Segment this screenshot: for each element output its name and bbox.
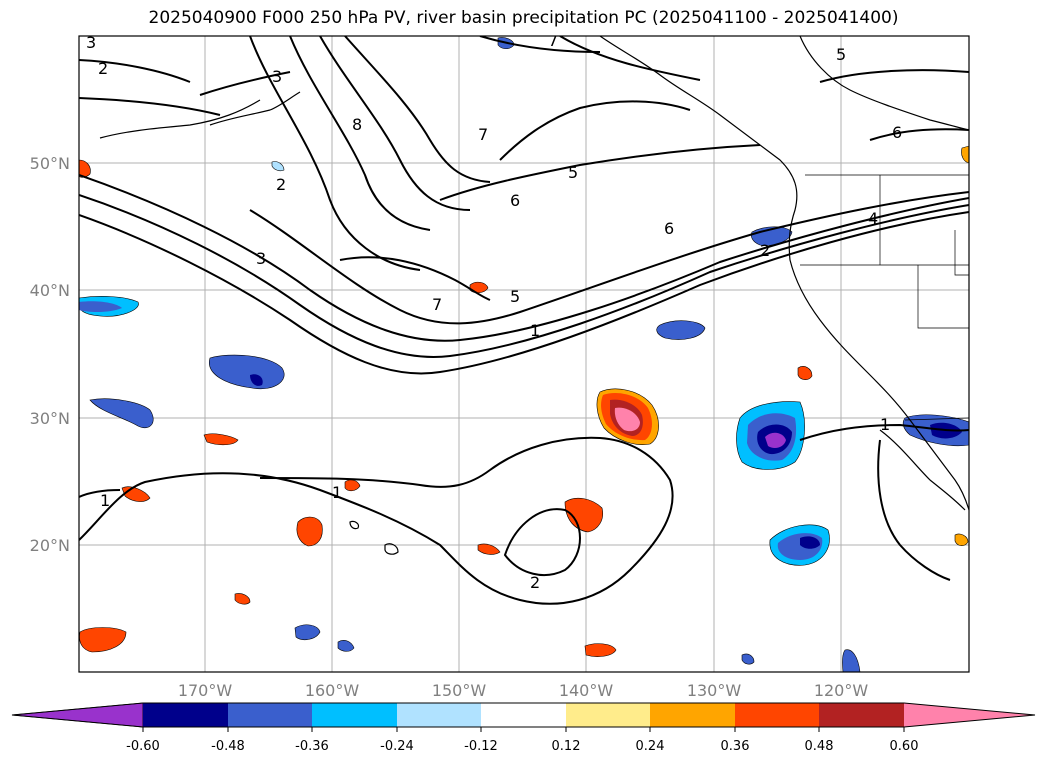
lon-label: 120°W xyxy=(814,681,869,700)
contour-label: 7 xyxy=(478,125,488,144)
plot-area xyxy=(79,36,969,672)
map-title: 2025040900 F000 250 hPa PV, river basin … xyxy=(148,8,899,28)
colorbar-tick-label: -0.24 xyxy=(380,739,414,754)
colorbar-segment xyxy=(481,703,566,727)
lat-label: 30°N xyxy=(30,409,70,428)
colorbar-segment xyxy=(735,703,819,727)
contour-label: 2 xyxy=(530,573,540,592)
contour-label: 2 xyxy=(276,175,286,194)
colorbar-tick-label: -0.12 xyxy=(464,739,498,754)
colorbar-tick-label: -0.60 xyxy=(126,739,160,754)
contour-label: 2 xyxy=(98,59,108,78)
contour-labels: 3 2 7 5 3 8 7 5 6 6 4 2 3 7 5 1 1 1 1 2 … xyxy=(86,31,902,592)
colorbar-segment xyxy=(819,703,904,727)
contour-label: 3 xyxy=(86,33,96,52)
contour-label: 6 xyxy=(664,219,674,238)
pv-contours xyxy=(79,36,969,605)
colorbar-tick-label: 0.48 xyxy=(805,739,834,754)
colorbar-tick-label: 0.60 xyxy=(890,739,919,754)
colorbar-extend-right xyxy=(904,703,1035,727)
colorbar-segment xyxy=(143,703,228,727)
contour-label: 5 xyxy=(836,45,846,64)
colorbar: -0.60 -0.48 -0.36 -0.24 -0.12 0.12 0.24 … xyxy=(11,702,1036,754)
lat-label: 50°N xyxy=(30,154,70,173)
plot-border xyxy=(78,35,970,673)
colorbar-tick-label: 0.36 xyxy=(721,739,750,754)
lon-label: 160°W xyxy=(305,681,360,700)
colorbar-tick-label: -0.36 xyxy=(295,739,329,754)
colorbar-segment xyxy=(228,703,312,727)
lat-labels: 50°N 40°N 30°N 20°N xyxy=(30,154,70,555)
contour-label: 4 xyxy=(868,209,878,228)
coastline xyxy=(99,36,969,555)
colorbar-tick-label: 0.12 xyxy=(552,739,581,754)
colorbar-segment xyxy=(650,703,735,727)
contour-label: 1 xyxy=(880,415,890,434)
contour-label: 7 xyxy=(548,31,558,50)
lon-label: 140°W xyxy=(559,681,614,700)
contour-label: 1 xyxy=(332,483,342,502)
colorbar-tick-label: -0.48 xyxy=(211,739,245,754)
contour-label: 1 xyxy=(100,491,110,510)
lon-label: 130°W xyxy=(687,681,742,700)
colorbar-tick-label: 0.24 xyxy=(636,739,665,754)
colorbar-segment xyxy=(312,703,397,727)
lat-label: 20°N xyxy=(30,536,70,555)
colorbar-segment xyxy=(566,703,650,727)
contour-label: 6 xyxy=(892,123,902,142)
lon-label: 170°W xyxy=(178,681,233,700)
colorbar-extend-left xyxy=(11,702,144,728)
contour-label: 8 xyxy=(352,115,362,134)
contour-label: 1 xyxy=(530,321,540,340)
lat-label: 40°N xyxy=(30,281,70,300)
contour-label: 2 xyxy=(760,241,770,260)
lon-labels: 170°W 160°W 150°W 140°W 130°W 120°W xyxy=(178,681,869,700)
contour-label: 3 xyxy=(272,67,282,86)
state-borders xyxy=(800,174,969,421)
contour-label: 6 xyxy=(510,191,520,210)
contour-label: 7 xyxy=(432,295,442,314)
precip-shading xyxy=(79,37,969,672)
contour-label: 5 xyxy=(568,163,578,182)
contour-label: 5 xyxy=(510,287,520,306)
colorbar-segment xyxy=(397,703,481,727)
lon-label: 150°W xyxy=(432,681,487,700)
contour-label: 3 xyxy=(256,249,266,268)
gridlines xyxy=(79,36,969,672)
